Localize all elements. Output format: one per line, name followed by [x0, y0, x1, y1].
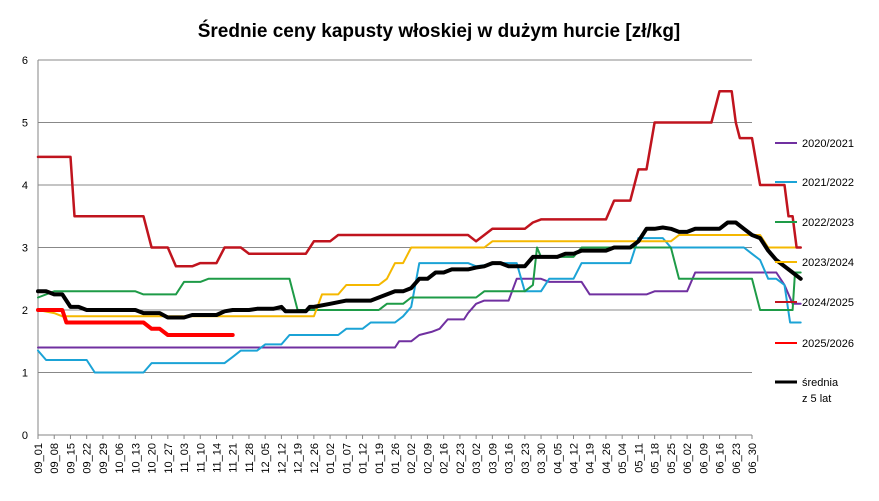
series-line-4 — [36, 90, 802, 268]
x-tick-label: 05_04 — [617, 443, 629, 474]
x-tick-label: 02_16 — [439, 443, 451, 474]
x-tick-label: 10_27 — [163, 443, 175, 474]
x-tick-label: 03_23 — [520, 443, 532, 474]
x-tick-label: 02_23 — [455, 443, 467, 474]
y-tick-label: 2 — [22, 305, 28, 317]
x-tick-label: 12_19 — [293, 443, 305, 474]
y-tick-label: 0 — [22, 430, 28, 442]
x-tick-label: 03_16 — [504, 443, 516, 474]
x-tick-label: 05_25 — [666, 443, 678, 474]
x-tick-label: 03_02 — [471, 443, 483, 474]
x-tick-label: 03_09 — [487, 443, 499, 474]
x-tick-labels: 09_01 09_08 09_15 09_22 09_29 10_06 10_13 10_20… — [33, 443, 759, 474]
axes — [37, 60, 753, 439]
legend-label-average-2: z 5 lat — [802, 393, 831, 405]
legend-label: 2021/2022 — [802, 177, 854, 189]
x-tick-label: 04_26 — [601, 443, 613, 474]
x-tick-label: 06_09 — [698, 443, 710, 474]
y-tick-labels: 0 1 2 3 4 5 6 — [22, 55, 28, 442]
x-tick-label: 02_02 — [406, 443, 418, 474]
chart-title: Średnie ceny kapusty włoskiej w dużym hu… — [198, 20, 681, 42]
x-tick-label: 06_02 — [682, 443, 694, 474]
y-tick-label: 3 — [22, 243, 28, 255]
y-tick-label: 5 — [22, 118, 28, 130]
x-tick-label: 01_07 — [341, 443, 353, 474]
x-tick-label: 10_13 — [130, 443, 142, 474]
series-line-3 — [37, 234, 802, 318]
x-tick-label: 09_08 — [49, 443, 61, 474]
x-tick-label: 11_21 — [228, 443, 240, 473]
x-tick-label: 11_28 — [244, 443, 256, 473]
x-tick-label: 02_09 — [422, 443, 434, 474]
x-tick-label: 04_05 — [552, 443, 564, 474]
x-tick-label: 09_15 — [65, 443, 77, 474]
legend-label: 2020/2021 — [802, 138, 854, 150]
x-tick-label: 12_12 — [276, 443, 288, 474]
x-tick-label: 04_19 — [585, 443, 597, 474]
y-tick-label: 1 — [22, 368, 28, 380]
series-line-5 — [36, 308, 235, 337]
y-tick-label: 6 — [22, 55, 28, 67]
x-tick-label: 10_06 — [114, 443, 126, 474]
x-tick-label: 01_12 — [358, 443, 370, 474]
x-tick-label: 11_10 — [195, 443, 207, 473]
legend: 2020/2021 2021/2022 2022/2023 2023/2024 2024… — [775, 138, 854, 405]
x-tick-label: 12_05 — [260, 443, 272, 474]
x-tick-label: 09_01 — [33, 443, 45, 474]
legend-label: 2023/2024 — [802, 257, 854, 269]
x-tick-label: 09_22 — [82, 443, 94, 474]
x-tick-label: 01_26 — [390, 443, 402, 474]
x-tick-label: 04_12 — [569, 443, 581, 474]
x-tick-label: 11_03 — [179, 443, 191, 473]
series-lines — [36, 90, 803, 374]
legend-label: 2022/2023 — [802, 217, 854, 229]
y-tick-label: 4 — [22, 180, 28, 192]
legend-label: 2025/2026 — [802, 338, 854, 350]
x-tick-label: 03_30 — [536, 443, 548, 474]
series-line-2 — [37, 246, 802, 311]
x-tick-label: 10_20 — [147, 443, 159, 474]
x-tick-label: 09_29 — [98, 443, 110, 474]
x-tick-label: 06_16 — [715, 443, 727, 474]
series-line-0 — [37, 271, 802, 349]
x-tick-label: 05_18 — [650, 443, 662, 474]
x-tick-label: 05_11 — [633, 443, 645, 473]
x-tick-label: 06_23 — [731, 443, 743, 474]
x-tick-label: 01_02 — [325, 443, 337, 474]
x-tick-label: 12_26 — [309, 443, 321, 474]
x-tick-label: 11_14 — [212, 443, 224, 473]
series-line-1 — [37, 237, 802, 374]
legend-label: 2024/2025 — [802, 297, 854, 309]
legend-label-average: średnia — [802, 377, 839, 389]
x-tick-label: 06_30 — [747, 443, 759, 474]
x-tick-label: 01_19 — [374, 443, 386, 474]
series-line-6 — [36, 220, 803, 320]
